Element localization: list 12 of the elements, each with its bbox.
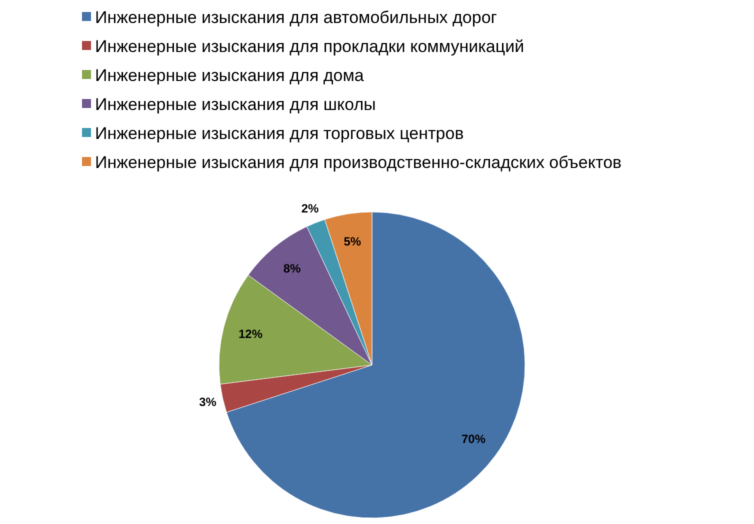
legend-label: Инженерные изыскания для автомобильных дорог (95, 8, 497, 27)
legend-label: Инженерные изыскания для дома (95, 66, 364, 85)
legend-label: Инженерные изыскания для прокладки коммуникаций (95, 36, 524, 56)
data-label: 3% (199, 394, 217, 409)
data-label: 2% (301, 202, 320, 216)
data-label: 12% (238, 327, 263, 341)
data-label: 70% (461, 432, 486, 446)
legend-label: Инженерные изыскания для школы (95, 94, 376, 114)
data-label: 5% (344, 234, 362, 248)
legend-label: Инженерные изыскания для торговых центров (95, 124, 464, 143)
legend-label: Инженерные изыскания для производственно-складских объектов (95, 152, 622, 172)
data-label: 8% (283, 262, 302, 276)
